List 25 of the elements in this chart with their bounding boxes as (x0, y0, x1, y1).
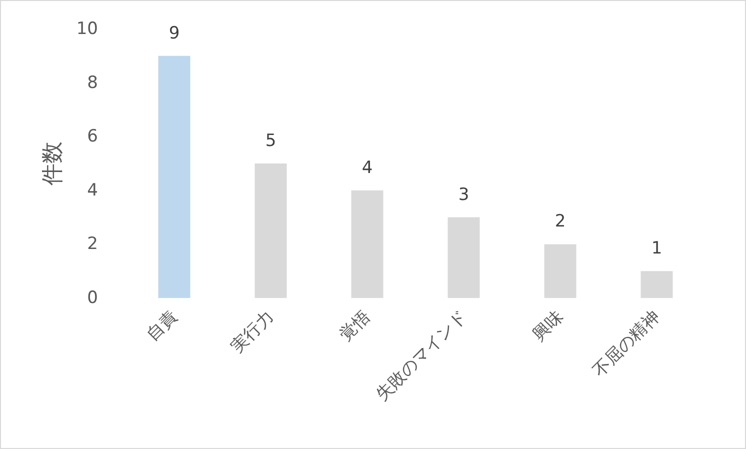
y-tick-label: 0 (87, 288, 98, 308)
bar (448, 217, 480, 298)
bar (254, 164, 287, 298)
bar (544, 244, 576, 298)
x-tick-label: 実行力 (228, 306, 278, 358)
x-tick-label: 失敗のマインド (372, 306, 471, 406)
bar (351, 190, 384, 298)
y-tick-label: 8 (87, 72, 98, 93)
x-tick-label: 自責 (143, 306, 182, 346)
x-tick-label: 不屈の精神 (590, 306, 664, 382)
y-tick-label: 6 (87, 126, 98, 147)
data-label: 1 (651, 238, 662, 259)
x-tick-label: 興味 (529, 306, 568, 346)
x-tick-label: 覚悟 (336, 306, 374, 346)
bar (640, 271, 673, 298)
data-label: 5 (265, 131, 276, 151)
y-tick-label: 10 (76, 19, 98, 39)
y-tick-label: 2 (87, 234, 98, 254)
bar (158, 56, 190, 298)
data-label: 3 (458, 184, 470, 205)
data-label: 9 (168, 23, 180, 44)
data-label: 2 (554, 212, 566, 232)
y-axis-title: 件数 (40, 142, 66, 186)
y-tick-label: 4 (87, 180, 98, 200)
data-label: 4 (362, 158, 373, 178)
